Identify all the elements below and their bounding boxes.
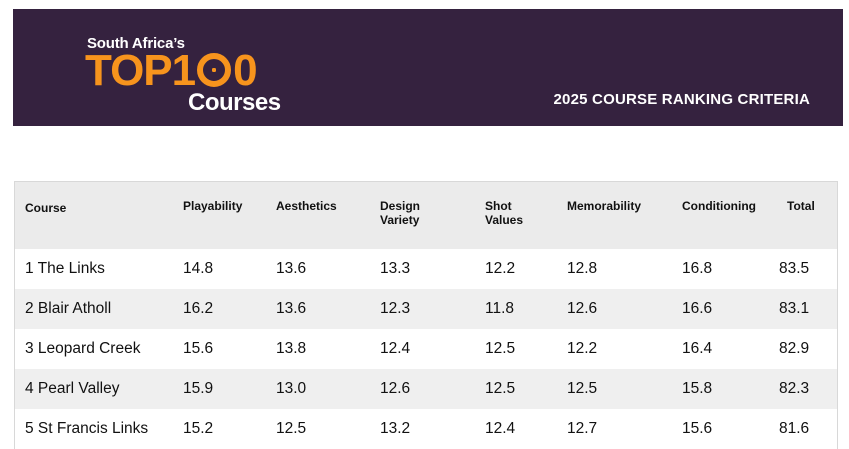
cell-playability: 15.2 bbox=[183, 420, 214, 437]
cell-shot-values: 12.5 bbox=[485, 380, 516, 397]
cell-shot-values: 11.8 bbox=[485, 300, 515, 317]
page-title: 2025 COURSE RANKING CRITERIA bbox=[553, 91, 810, 108]
column-header-total: Total bbox=[787, 199, 815, 213]
table-row: 5 St Francis Links 15.2 12.5 13.2 12.4 1… bbox=[15, 409, 837, 449]
column-header-course: Course bbox=[25, 201, 67, 215]
column-header-playability: Playability bbox=[183, 199, 243, 213]
cell-playability: 15.9 bbox=[183, 380, 214, 397]
cell-total: 83.5 bbox=[779, 260, 810, 277]
column-header-aesthetics: Aesthetics bbox=[276, 199, 337, 213]
cell-shot-values: 12.5 bbox=[485, 340, 516, 357]
table-header-row: Course Playability Aesthetics Design Vari… bbox=[15, 182, 837, 249]
cell-conditioning: 16.4 bbox=[682, 340, 713, 357]
cell-total: 83.1 bbox=[779, 300, 810, 317]
cell-design-variety: 13.2 bbox=[380, 420, 411, 437]
cell-memorability: 12.7 bbox=[567, 420, 598, 437]
cell-conditioning: 15.6 bbox=[682, 420, 713, 437]
cell-memorability: 12.8 bbox=[567, 260, 598, 277]
cell-total: 81.6 bbox=[779, 420, 810, 437]
table-row: 2 Blair Atholl 16.2 13.6 12.3 11.8 12.6 … bbox=[15, 289, 837, 329]
cell-conditioning: 16.6 bbox=[682, 300, 713, 317]
cell-memorability: 12.2 bbox=[567, 340, 598, 357]
column-header-shot-values: Shot Values bbox=[485, 199, 524, 227]
table-row: 1 The Links 14.8 13.6 13.3 12.2 12.8 16.… bbox=[15, 249, 837, 289]
cell-aesthetics: 13.8 bbox=[276, 340, 307, 357]
cell-conditioning: 15.8 bbox=[682, 380, 713, 397]
header-banner: South Africa’s TOP1 0 Courses 2025 COURSE… bbox=[13, 9, 843, 126]
cell-aesthetics: 13.0 bbox=[276, 380, 307, 397]
cell-total: 82.9 bbox=[779, 340, 810, 357]
logo-top100-right: 0 bbox=[233, 46, 258, 95]
cell-course: 1 The Links bbox=[25, 260, 105, 277]
cell-aesthetics: 12.5 bbox=[276, 420, 307, 437]
cell-memorability: 12.5 bbox=[567, 380, 598, 397]
cell-design-variety: 12.6 bbox=[380, 380, 411, 397]
golf-ball-icon bbox=[197, 53, 232, 87]
cell-course: 2 Blair Atholl bbox=[25, 300, 112, 317]
table-row: 4 Pearl Valley 15.9 13.0 12.6 12.5 12.5 … bbox=[15, 369, 837, 409]
table-row: 3 Leopard Creek 15.6 13.8 12.4 12.5 12.2… bbox=[15, 329, 837, 369]
cell-course: 3 Leopard Creek bbox=[25, 340, 141, 357]
ranking-table: Course Playability Aesthetics Design Vari… bbox=[14, 181, 838, 449]
logo-courses-text: Courses bbox=[188, 89, 281, 116]
cell-total: 82.3 bbox=[779, 380, 810, 397]
cell-aesthetics: 13.6 bbox=[276, 300, 307, 317]
cell-shot-values: 12.2 bbox=[485, 260, 516, 277]
cell-course: 4 Pearl Valley bbox=[25, 380, 120, 397]
cell-design-variety: 12.3 bbox=[380, 300, 411, 317]
cell-playability: 16.2 bbox=[183, 300, 214, 317]
cell-course: 5 St Francis Links bbox=[25, 420, 149, 437]
cell-design-variety: 12.4 bbox=[380, 340, 411, 357]
column-header-memorability: Memorability bbox=[567, 199, 642, 213]
column-header-conditioning: Conditioning bbox=[682, 199, 756, 213]
cell-shot-values: 12.4 bbox=[485, 420, 516, 437]
cell-playability: 14.8 bbox=[183, 260, 214, 277]
cell-memorability: 12.6 bbox=[567, 300, 598, 317]
logo-top-text: South Africa’s bbox=[87, 35, 185, 52]
logo-top100-left: TOP1 bbox=[85, 46, 196, 95]
cell-conditioning: 16.8 bbox=[682, 260, 713, 277]
column-header-design-variety: Design Variety bbox=[380, 199, 421, 227]
cell-design-variety: 13.3 bbox=[380, 260, 411, 277]
cell-playability: 15.6 bbox=[183, 340, 214, 357]
logo-top100: TOP1 0 bbox=[85, 46, 258, 95]
cell-aesthetics: 13.6 bbox=[276, 260, 307, 277]
